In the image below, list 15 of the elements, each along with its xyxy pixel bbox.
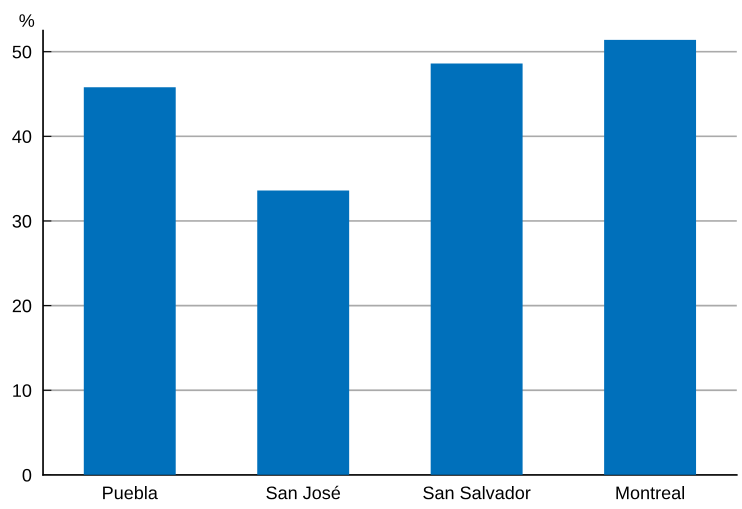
x-tick-label: Puebla: [103, 486, 158, 500]
y-tick-label: 10: [13, 384, 32, 397]
y-tick-label: 0: [22, 468, 32, 482]
bar: [257, 190, 350, 475]
y-axis-title: %: [19, 14, 34, 27]
bar: [84, 87, 176, 475]
y-tick-label: 30: [12, 214, 32, 228]
y-tick-label: 20: [12, 300, 32, 312]
y-tick-label: 50: [12, 46, 32, 58]
x-tick-label: San José: [266, 486, 340, 500]
bar: [604, 40, 696, 475]
y-tick-label: 40: [12, 130, 32, 144]
bar: [430, 64, 523, 475]
x-tick-label: San Salvador: [423, 486, 531, 500]
x-tick-label: Montreal: [616, 486, 684, 500]
